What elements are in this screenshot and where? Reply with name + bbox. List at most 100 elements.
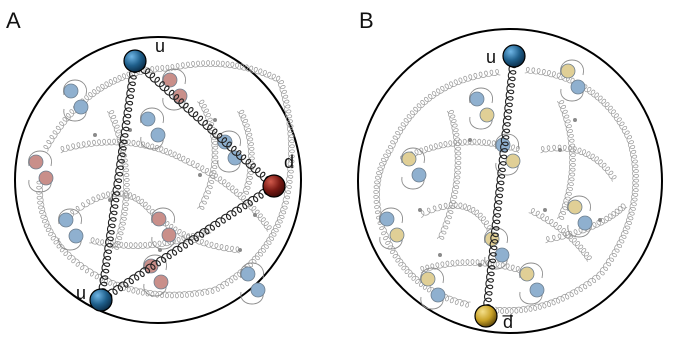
gluon-a-12 — [237, 109, 255, 195]
gluon-vertex-b-3 — [543, 208, 547, 212]
color-string-u-d — [132, 59, 276, 190]
sea-pair-a-2 — [140, 107, 166, 150]
sea-quark — [560, 63, 576, 79]
sea-pair-a-6 — [151, 207, 177, 250]
sea-antiquark — [505, 153, 521, 169]
sea-quark — [63, 83, 79, 99]
gluon-b-12 — [420, 259, 520, 274]
sea-antiquark — [153, 274, 169, 290]
gluon-vertex-b-5 — [478, 263, 482, 267]
sea-quark — [469, 91, 485, 107]
gluon-b-0 — [387, 68, 501, 152]
valence-quarks-a — [89, 49, 286, 312]
sea-pair-b-8 — [519, 262, 545, 305]
gluon-vertex-a-6 — [93, 133, 97, 137]
gluon-vertex-b-1 — [558, 148, 562, 152]
gluon-vertex-b-0 — [468, 138, 472, 142]
sea-pair-b-7 — [420, 267, 446, 310]
valence-quark-u — [502, 44, 526, 68]
quark-label-b-0: u — [486, 47, 496, 67]
gluon-vertex-b-2 — [418, 208, 422, 212]
valence-quark-u-top — [123, 49, 147, 73]
sea-pair-a-4 — [28, 150, 54, 193]
quark-label-b-1: d̅ — [502, 312, 514, 332]
sea-quark — [162, 72, 178, 88]
sea-pair-b-1 — [469, 87, 495, 130]
sea-pair-a-7 — [143, 254, 169, 297]
sea-antiquark — [73, 99, 89, 115]
sea-antiquark — [68, 228, 84, 244]
sea-quark — [240, 266, 256, 282]
gluon-b-9 — [528, 208, 592, 262]
sea-quark — [379, 211, 395, 227]
gluon-b-11 — [556, 100, 576, 220]
sea-antiquark — [529, 282, 545, 298]
gluon-a-6 — [60, 138, 186, 163]
panel-label-b: B — [359, 8, 374, 33]
gluon-b-5 — [373, 149, 393, 220]
color-strings-b — [481, 55, 518, 316]
gluon-a-8 — [70, 190, 152, 218]
gluon-vertex-a-1 — [198, 173, 202, 177]
gluon-b-13 — [545, 203, 628, 244]
sea-antiquark — [227, 150, 243, 166]
gluon-a-1 — [170, 60, 281, 83]
sea-antiquark — [479, 107, 495, 123]
color-strings-a — [96, 59, 276, 303]
sea-antiquark — [250, 282, 266, 298]
gluon-b-3 — [495, 272, 601, 314]
gluon-vertex-a-5 — [253, 213, 257, 217]
gluon-a-11 — [197, 99, 219, 210]
valence-quark-d — [262, 174, 286, 198]
sea-quark — [567, 199, 583, 215]
sea-quark — [140, 111, 156, 127]
gluon-b-4 — [377, 219, 471, 308]
sea-quark — [519, 266, 535, 282]
gluon-vertex-a-2 — [108, 198, 112, 202]
gluon-b-10 — [436, 109, 462, 240]
gluon-vertex-a-3 — [238, 248, 242, 252]
gluon-b-1 — [524, 66, 633, 142]
gluon-a-4 — [94, 272, 215, 299]
panel-label-a: A — [6, 8, 21, 33]
quark-label-a-1: d — [284, 152, 294, 172]
hadron-boundary-a — [14, 36, 302, 324]
sea-pair-b-6 — [484, 227, 510, 270]
color-string-u-dbar — [481, 55, 518, 316]
panel-b: B u d̅ — [357, 8, 663, 334]
sea-pair-a-8 — [240, 262, 266, 305]
sea-antiquark — [389, 227, 405, 243]
gluon-b-7 — [540, 144, 617, 182]
sea-antiquark — [494, 247, 510, 263]
gluon-vertex-b-7 — [438, 253, 442, 257]
sea-quark — [420, 271, 436, 287]
sea-quark — [401, 151, 417, 167]
sea-antiquark — [161, 227, 177, 243]
sea-pair-b-5 — [567, 195, 593, 238]
gluon-a-7 — [183, 158, 272, 232]
gluon-b-8 — [420, 202, 492, 232]
sea-pairs-a — [28, 68, 266, 305]
sea-pair-a-1 — [162, 68, 188, 111]
color-string-u-u — [96, 60, 139, 300]
sea-antiquark — [411, 167, 427, 183]
sea-pair-a-5 — [58, 208, 84, 251]
sea-pairs-b — [379, 59, 593, 310]
sea-quark — [58, 212, 74, 228]
sea-antiquark — [38, 170, 54, 186]
sea-antiquark — [150, 127, 166, 143]
sea-quark — [151, 211, 167, 227]
valence-quarks-b — [474, 44, 526, 328]
quark-label-a-0: u — [155, 36, 165, 56]
gluon-vertex-b-4 — [598, 218, 602, 222]
hadron-boundary-b — [357, 28, 663, 334]
sea-pair-a-0 — [63, 79, 89, 122]
sea-quark — [28, 154, 44, 170]
gluon-a-3 — [213, 204, 288, 292]
gluon-a-5 — [36, 180, 97, 277]
sea-pair-b-4 — [379, 207, 405, 250]
sea-pair-b-3 — [401, 147, 427, 190]
gluon-vertex-b-6 — [573, 118, 577, 122]
gluon-vertex-a-7 — [213, 118, 217, 122]
